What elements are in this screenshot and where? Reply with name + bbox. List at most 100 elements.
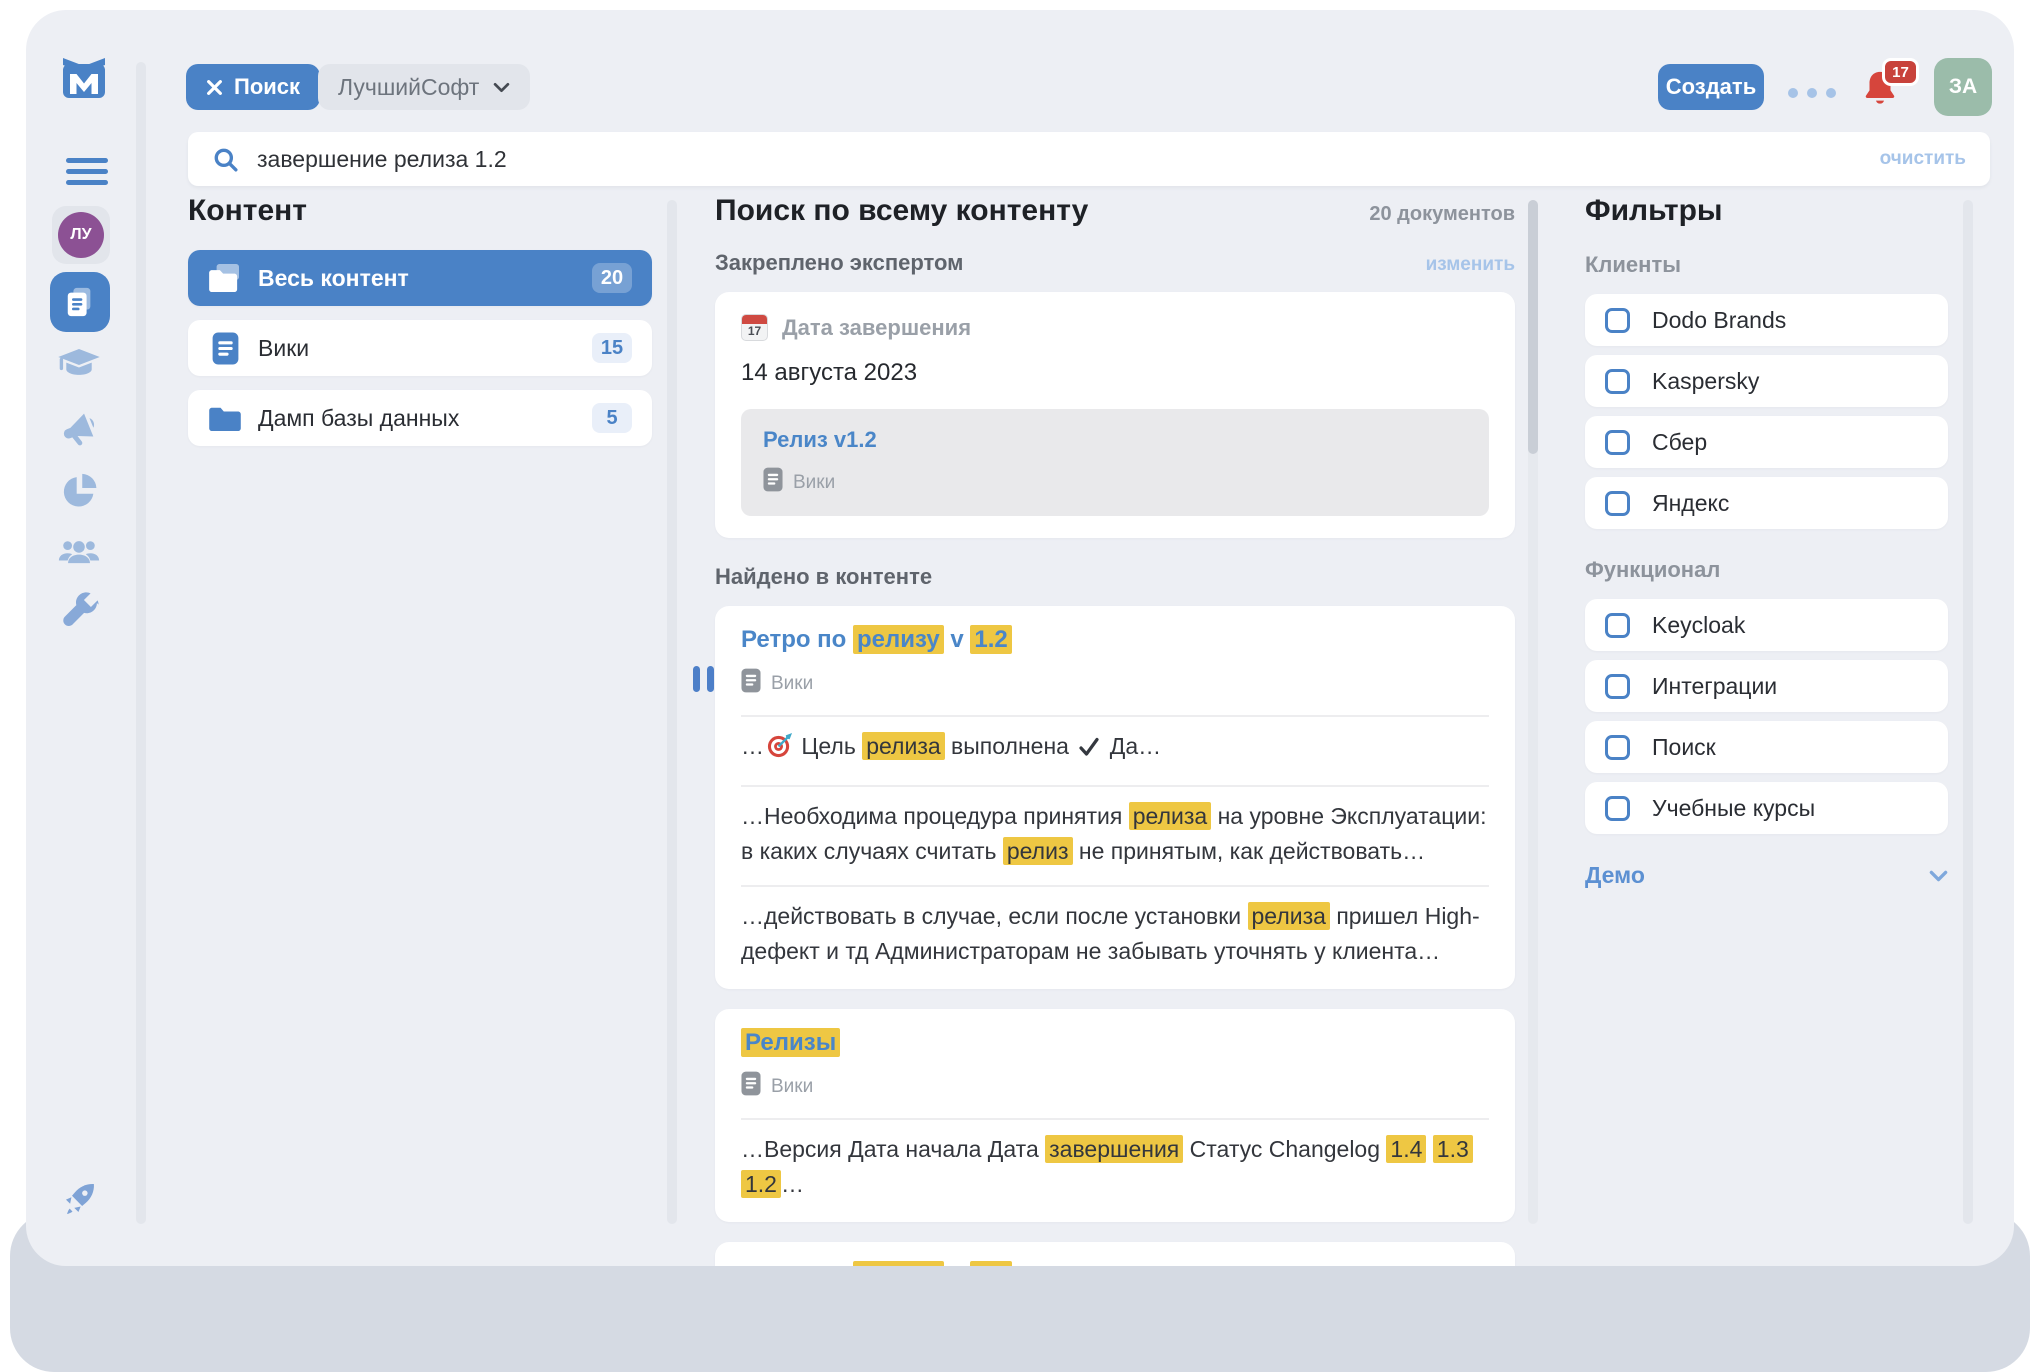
- divider: [741, 1118, 1489, 1120]
- pinned-document-type: Вики: [793, 471, 836, 493]
- filter-group-label: Клиенты: [1585, 252, 1682, 277]
- pinned-document[interactable]: Релиз v1.2 Вики: [741, 409, 1489, 516]
- avatar: ЛУ: [58, 212, 104, 258]
- sidebar-profile-tile[interactable]: ЛУ: [52, 206, 110, 264]
- sidebar-item-people[interactable]: [58, 534, 100, 571]
- divider: [741, 885, 1489, 887]
- panel-resize-handle[interactable]: [693, 666, 714, 692]
- search-input[interactable]: [257, 145, 1862, 173]
- filter-option-0-0[interactable]: Dodo Brands: [1585, 294, 1948, 346]
- search-toggle-button[interactable]: Поиск: [186, 64, 321, 110]
- search-icon: [214, 148, 238, 172]
- result-card: Ретро по релизу v 1.2 Вики … Цель релиза в…: [715, 606, 1515, 989]
- create-button[interactable]: Создать: [1658, 64, 1764, 110]
- target-icon: [766, 732, 793, 769]
- edit-pinned-link[interactable]: изменить: [1425, 254, 1515, 275]
- result-snippet: …действовать в случае, если после устано…: [741, 902, 1480, 964]
- checkbox[interactable]: [1605, 795, 1630, 821]
- filter-option-label: Учебные курсы: [1652, 794, 1816, 821]
- content-item-2[interactable]: Дамп базы данных 5: [188, 390, 652, 446]
- content-item-label: Дамп базы данных: [258, 404, 460, 431]
- filter-group-demo[interactable]: Демо: [1585, 862, 1948, 889]
- sidebar-item-announcements[interactable]: [60, 410, 98, 453]
- result-card: Релизы Вики …Версия Дата начала Дата завер…: [715, 1009, 1515, 1222]
- count-badge: 5: [592, 403, 632, 433]
- rocket-icon: [65, 1184, 94, 1215]
- document-icon: [763, 467, 783, 498]
- result-snippet: …Необходима процедура принятия релиза на…: [741, 802, 1487, 865]
- result-title-link[interactable]: Ретро по релизу v 1.3: [741, 1261, 1489, 1266]
- filter-option-1-2[interactable]: Поиск: [1585, 721, 1948, 773]
- demo-group-label: Демо: [1585, 862, 1645, 888]
- result-title-link[interactable]: Ретро по релизу v 1.2: [741, 625, 1489, 654]
- chevron-down-icon: [494, 82, 510, 92]
- doc-type-row: Вики: [741, 1071, 1489, 1102]
- result-title-link[interactable]: Релизы: [741, 1028, 1489, 1057]
- filter-option-0-3[interactable]: Яндекс: [1585, 477, 1948, 529]
- content-panel-title: Контент: [188, 194, 307, 227]
- found-section-label: Найдено в контенте: [715, 564, 933, 589]
- filter-option-1-0[interactable]: Keycloak: [1585, 599, 1948, 651]
- results-panel: Поиск по всему контенту 20 документов За…: [715, 194, 1515, 1266]
- rail-scrollbar[interactable]: [136, 62, 146, 1224]
- search-toggle-label: Поиск: [234, 74, 301, 99]
- wrench-icon: [63, 592, 99, 626]
- filter-option-1-3[interactable]: Учебные курсы: [1585, 782, 1948, 834]
- folder-icon: [208, 405, 242, 431]
- close-icon: [207, 79, 222, 95]
- megaphone-icon: [63, 413, 95, 446]
- filter-option-0-1[interactable]: Kaspersky: [1585, 355, 1948, 407]
- filter-option-label: Яндекс: [1652, 489, 1730, 516]
- results-scrollbar-thumb[interactable]: [1528, 200, 1538, 454]
- workspace-name: ЛучшийСофт: [338, 73, 480, 100]
- content-item-1[interactable]: Вики 15: [188, 320, 652, 376]
- count-badge: 15: [592, 333, 632, 363]
- checkbox[interactable]: [1605, 307, 1630, 333]
- result-snippet: …Версия Дата начала Дата завершения Стат…: [741, 1132, 1489, 1202]
- check-icon: [1077, 734, 1101, 769]
- pinned-date-value: 14 августа 2023: [741, 359, 918, 386]
- sidebar-item-settings[interactable]: [59, 592, 99, 637]
- checkbox[interactable]: [1605, 490, 1630, 516]
- filters-title: Фильтры: [1585, 194, 1723, 227]
- filter-option-label: Интеграции: [1652, 672, 1778, 699]
- sidebar-item-whats-new[interactable]: [62, 1182, 96, 1221]
- filter-option-label: Сбер: [1652, 428, 1708, 455]
- content-item-0[interactable]: Весь контент 20: [188, 250, 652, 306]
- filter-option-0-2[interactable]: Сбер: [1585, 416, 1948, 468]
- clear-search-link[interactable]: очистить: [1879, 148, 1966, 169]
- filter-option-1-1[interactable]: Интеграции: [1585, 660, 1948, 712]
- filter-option-label: Kaspersky: [1652, 367, 1760, 394]
- user-avatar[interactable]: ЗА: [1934, 58, 1992, 116]
- sidebar-item-analytics[interactable]: [61, 472, 98, 514]
- checkbox[interactable]: [1605, 612, 1630, 638]
- pinned-field-label: Дата завершения: [782, 314, 972, 340]
- pinned-document-title[interactable]: Релиз v1.2: [763, 427, 877, 452]
- filters-scrollbar[interactable]: [1963, 200, 1973, 1224]
- results-scrollbar-track[interactable]: [1528, 200, 1538, 1224]
- workspace-dropdown[interactable]: ЛучшийСофт: [318, 64, 531, 110]
- logo-book-m-icon[interactable]: [60, 54, 108, 105]
- filter-group-label: Функционал: [1585, 557, 1721, 582]
- checkbox[interactable]: [1605, 368, 1630, 394]
- sidebar-item-content-library[interactable]: [50, 272, 110, 332]
- content-scrollbar[interactable]: [667, 200, 677, 1224]
- checkbox[interactable]: [1605, 673, 1630, 699]
- doc-type-row: Вики: [741, 668, 1489, 699]
- checkbox[interactable]: [1605, 429, 1630, 455]
- checkbox[interactable]: [1605, 734, 1630, 760]
- doc-type-label: Вики: [771, 1075, 814, 1097]
- library-icon: [67, 287, 91, 317]
- app-window: ЛУ: [26, 10, 2014, 1266]
- content-panel: Контент Весь контент 20 Вики 15 Дамп базы да…: [188, 194, 652, 460]
- notification-count-badge: 17: [1882, 58, 1919, 86]
- content-item-label: Вики: [258, 334, 310, 361]
- sidebar-item-learning[interactable]: [57, 348, 101, 385]
- wiki-icon: [208, 332, 242, 365]
- menu-icon[interactable]: [66, 158, 108, 185]
- filters-panel: Фильтры Клиенты Dodo Brands Kaspersky Сбер Я…: [1585, 194, 1948, 889]
- document-icon: [741, 1071, 761, 1102]
- result-snippet: … Цель релиза выполнена Да…: [741, 729, 1489, 769]
- overflow-menu-icon[interactable]: [1788, 88, 1836, 98]
- collection-icon: [208, 264, 242, 292]
